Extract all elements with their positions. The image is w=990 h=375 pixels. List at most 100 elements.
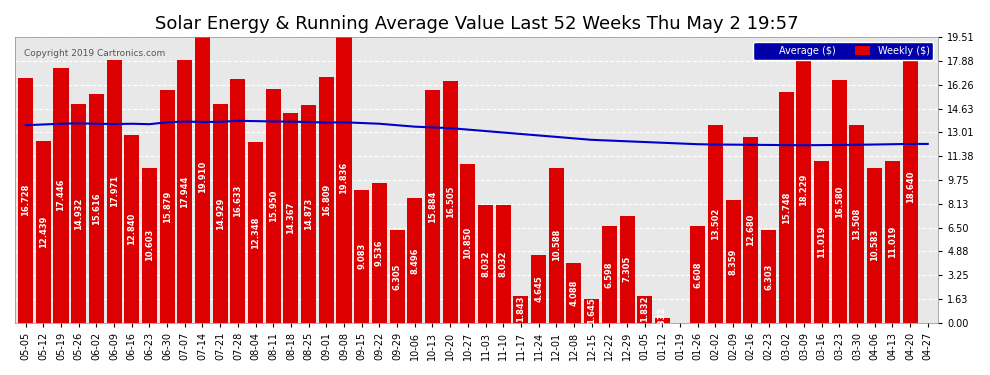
Bar	[478, 205, 493, 322]
Text: 0.332: 0.332	[658, 307, 667, 333]
Bar	[514, 296, 529, 322]
Text: 15.950: 15.950	[268, 190, 278, 222]
Bar	[796, 56, 812, 322]
Text: 6.608: 6.608	[693, 261, 702, 288]
Text: 15.879: 15.879	[162, 190, 171, 223]
Bar	[231, 80, 246, 322]
Bar	[142, 168, 157, 322]
Bar	[584, 298, 599, 322]
Bar	[548, 168, 563, 322]
Bar	[213, 104, 228, 322]
Bar	[708, 125, 723, 322]
Text: 19.910: 19.910	[198, 161, 207, 193]
Text: 15.884: 15.884	[428, 190, 437, 223]
Text: 10.588: 10.588	[551, 229, 560, 261]
Bar	[443, 81, 457, 322]
Bar	[248, 142, 263, 322]
Bar	[832, 80, 846, 322]
Text: 17.446: 17.446	[56, 179, 65, 211]
Bar	[690, 226, 705, 322]
Bar	[407, 198, 423, 322]
Text: 6.305: 6.305	[393, 263, 402, 290]
Title: Solar Energy & Running Average Value Last 52 Weeks Thu May 2 19:57: Solar Energy & Running Average Value Las…	[154, 15, 799, 33]
Bar	[107, 60, 122, 322]
Text: 14.932: 14.932	[74, 197, 83, 230]
Bar	[159, 90, 174, 322]
Bar	[867, 168, 882, 322]
Bar	[319, 77, 334, 322]
Text: 9.536: 9.536	[375, 240, 384, 266]
Text: 8.032: 8.032	[499, 251, 508, 277]
Bar	[726, 200, 741, 322]
Bar	[566, 263, 581, 322]
Bar	[389, 230, 405, 322]
Bar	[903, 50, 918, 322]
Text: 6.598: 6.598	[605, 261, 614, 288]
Text: 9.083: 9.083	[357, 243, 366, 269]
Text: 13.502: 13.502	[711, 208, 720, 240]
Bar	[849, 125, 864, 322]
Text: 12.439: 12.439	[39, 216, 48, 248]
Text: 16.809: 16.809	[322, 184, 331, 216]
Bar	[71, 104, 86, 322]
Text: 15.616: 15.616	[92, 192, 101, 225]
Text: 4.088: 4.088	[569, 279, 578, 306]
Bar	[337, 33, 351, 322]
Text: 16.728: 16.728	[21, 184, 30, 216]
Bar	[372, 183, 387, 322]
Text: 11.019: 11.019	[817, 226, 826, 258]
Bar	[283, 112, 298, 322]
Bar	[124, 135, 140, 322]
Text: 13.508: 13.508	[852, 208, 861, 240]
Text: 1.645: 1.645	[587, 297, 596, 324]
Text: 17.944: 17.944	[180, 175, 189, 208]
Bar	[53, 68, 68, 322]
Text: 14.367: 14.367	[286, 201, 295, 234]
Text: 12.348: 12.348	[251, 216, 260, 249]
Bar	[779, 92, 794, 322]
Bar	[460, 164, 475, 322]
Bar	[602, 226, 617, 322]
Bar	[655, 318, 670, 322]
Text: 10.850: 10.850	[463, 227, 472, 260]
Text: 12.680: 12.680	[746, 214, 755, 246]
Text: 7.305: 7.305	[623, 256, 632, 282]
Bar	[177, 60, 192, 322]
Text: 10.583: 10.583	[870, 229, 879, 261]
Text: 14.929: 14.929	[216, 197, 225, 230]
Text: Copyright 2019 Cartronics.com: Copyright 2019 Cartronics.com	[24, 49, 165, 58]
Text: 8.032: 8.032	[481, 251, 490, 277]
Bar	[638, 296, 652, 322]
Bar	[425, 90, 440, 322]
Bar	[18, 78, 33, 322]
Text: 14.873: 14.873	[304, 198, 313, 230]
Text: 1.832: 1.832	[641, 296, 649, 322]
Text: 6.303: 6.303	[764, 263, 773, 290]
Bar	[885, 162, 900, 322]
Bar	[620, 216, 635, 322]
Text: 18.640: 18.640	[906, 170, 915, 202]
Text: 8.496: 8.496	[410, 247, 419, 274]
Bar	[531, 255, 546, 322]
Bar	[496, 205, 511, 322]
Text: 18.229: 18.229	[799, 173, 809, 206]
Bar	[814, 162, 829, 322]
Text: 4.645: 4.645	[534, 275, 544, 302]
Text: 11.019: 11.019	[888, 226, 897, 258]
Legend: Average ($), Weekly ($): Average ($), Weekly ($)	[752, 42, 934, 60]
Bar	[195, 32, 210, 322]
Text: 16.633: 16.633	[234, 185, 243, 217]
Text: 1.843: 1.843	[517, 296, 526, 322]
Bar	[265, 89, 281, 322]
Text: 19.836: 19.836	[340, 162, 348, 194]
Bar	[36, 141, 50, 322]
Text: 10.603: 10.603	[145, 229, 153, 261]
Text: 17.971: 17.971	[110, 175, 119, 207]
Text: 12.840: 12.840	[128, 213, 137, 245]
Text: 16.580: 16.580	[835, 185, 843, 218]
Text: 15.748: 15.748	[782, 191, 791, 224]
Bar	[89, 94, 104, 322]
Bar	[761, 231, 776, 322]
Bar	[743, 137, 758, 322]
Text: 8.359: 8.359	[729, 248, 738, 274]
